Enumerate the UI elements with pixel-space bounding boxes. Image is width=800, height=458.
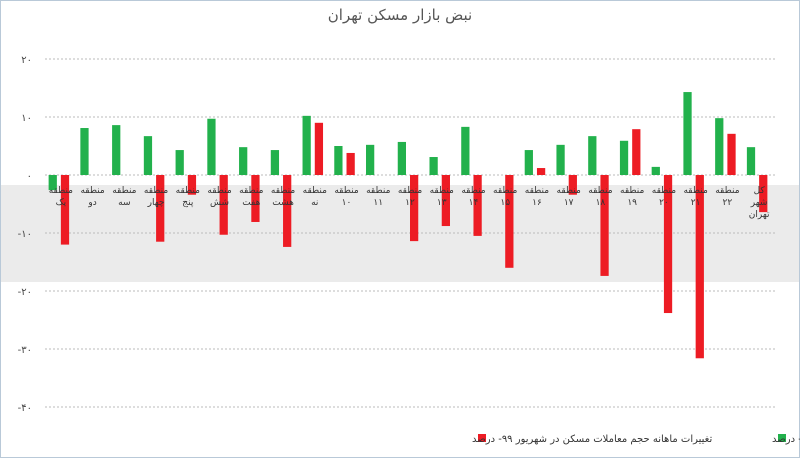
bar xyxy=(663,175,673,314)
bar xyxy=(410,175,419,242)
x-tick-label: منطقه ۱۰ xyxy=(334,186,359,208)
bar xyxy=(683,92,692,175)
bar xyxy=(632,129,641,175)
legend-swatch xyxy=(778,434,786,442)
bar xyxy=(505,175,514,268)
x-tick-label: منطقه ۱۹ xyxy=(620,186,645,208)
bar xyxy=(239,147,248,175)
bar xyxy=(556,144,565,175)
bar xyxy=(156,175,165,242)
x-tick-label: منطقه ۱۱ xyxy=(366,186,391,208)
x-tick-label: منطقه هشت xyxy=(270,186,296,208)
bar xyxy=(334,146,343,175)
legend-label: تغییرات ماهانه حجم معاملات مسکن در شهریو… xyxy=(472,434,712,445)
bar xyxy=(441,175,450,227)
x-tick-label: منطقه ۲۱ xyxy=(683,186,708,208)
y-tick-label: ۰ xyxy=(27,171,32,182)
x-tick-label: منطقه هفت xyxy=(239,186,264,208)
chart-title: نبض بازار مسکن تهران xyxy=(328,6,472,24)
x-tick-label: منطقه ۱۸ xyxy=(588,186,613,208)
bar xyxy=(302,115,311,175)
bar xyxy=(48,175,57,191)
bar xyxy=(207,118,216,175)
bar xyxy=(746,147,756,175)
bar xyxy=(346,152,355,175)
bar xyxy=(619,140,629,175)
bar xyxy=(143,136,153,175)
bar xyxy=(251,175,260,222)
x-tick-label: منطقه دو xyxy=(80,186,105,208)
bar xyxy=(219,175,228,235)
bar xyxy=(759,175,768,213)
bar xyxy=(588,136,597,175)
bar xyxy=(695,175,704,359)
bar xyxy=(112,125,121,175)
bar xyxy=(314,122,324,175)
legend-swatch xyxy=(478,434,486,442)
x-tick-label: منطقه ۱۵ xyxy=(493,186,518,208)
bar xyxy=(727,133,736,175)
x-tick-label: منطقه ۱۶ xyxy=(524,186,550,208)
bar xyxy=(175,150,184,175)
x-tick-label: منطقه نه xyxy=(302,186,327,208)
x-tick-label: منطقه ۱۴ xyxy=(461,186,486,208)
bar xyxy=(524,150,533,175)
bar xyxy=(568,175,577,195)
bar xyxy=(60,175,70,245)
bar xyxy=(366,144,375,175)
bar xyxy=(397,141,406,175)
y-tick-label: -۴۰ xyxy=(18,403,32,414)
bar xyxy=(600,175,609,276)
x-tick-label: منطقه یک xyxy=(48,186,74,208)
bar xyxy=(715,118,724,175)
bar xyxy=(651,166,660,175)
bar xyxy=(80,128,89,175)
bar xyxy=(536,168,546,175)
y-tick-label: -۲۰ xyxy=(18,287,32,298)
y-tick-label: -۳۰ xyxy=(18,345,32,356)
bar xyxy=(187,175,197,195)
y-tick-label: ۱۰ xyxy=(21,113,32,124)
x-tick-label: کل شهر تهران xyxy=(748,186,770,220)
y-tick-label: ۲۰ xyxy=(21,55,32,66)
y-tick-label: -۱۰ xyxy=(18,229,32,240)
x-tick-label: منطقه ۲۰ xyxy=(651,186,677,208)
bar xyxy=(270,150,280,175)
bar xyxy=(429,157,438,175)
bar xyxy=(283,175,292,247)
x-tick-label: منطقه چهار xyxy=(143,186,169,208)
x-tick-label: منطقه ۱۲ xyxy=(397,186,423,208)
x-tick-label: منطقه ۲۲ xyxy=(715,186,740,208)
x-tick-label: منطقه پنج xyxy=(175,186,200,208)
x-tick-label: منطقه ۱۳ xyxy=(429,186,454,208)
x-tick-label: منطقه سه xyxy=(112,186,137,208)
legend-label: تغییرات ماهانه قیمت مسکن در شهریور ۹۹- د… xyxy=(772,434,800,445)
x-tick-label: منطقه شش xyxy=(207,186,232,208)
x-tick-label: منطقه ۱۷ xyxy=(556,186,581,208)
bar xyxy=(473,175,482,236)
bar xyxy=(461,126,470,175)
